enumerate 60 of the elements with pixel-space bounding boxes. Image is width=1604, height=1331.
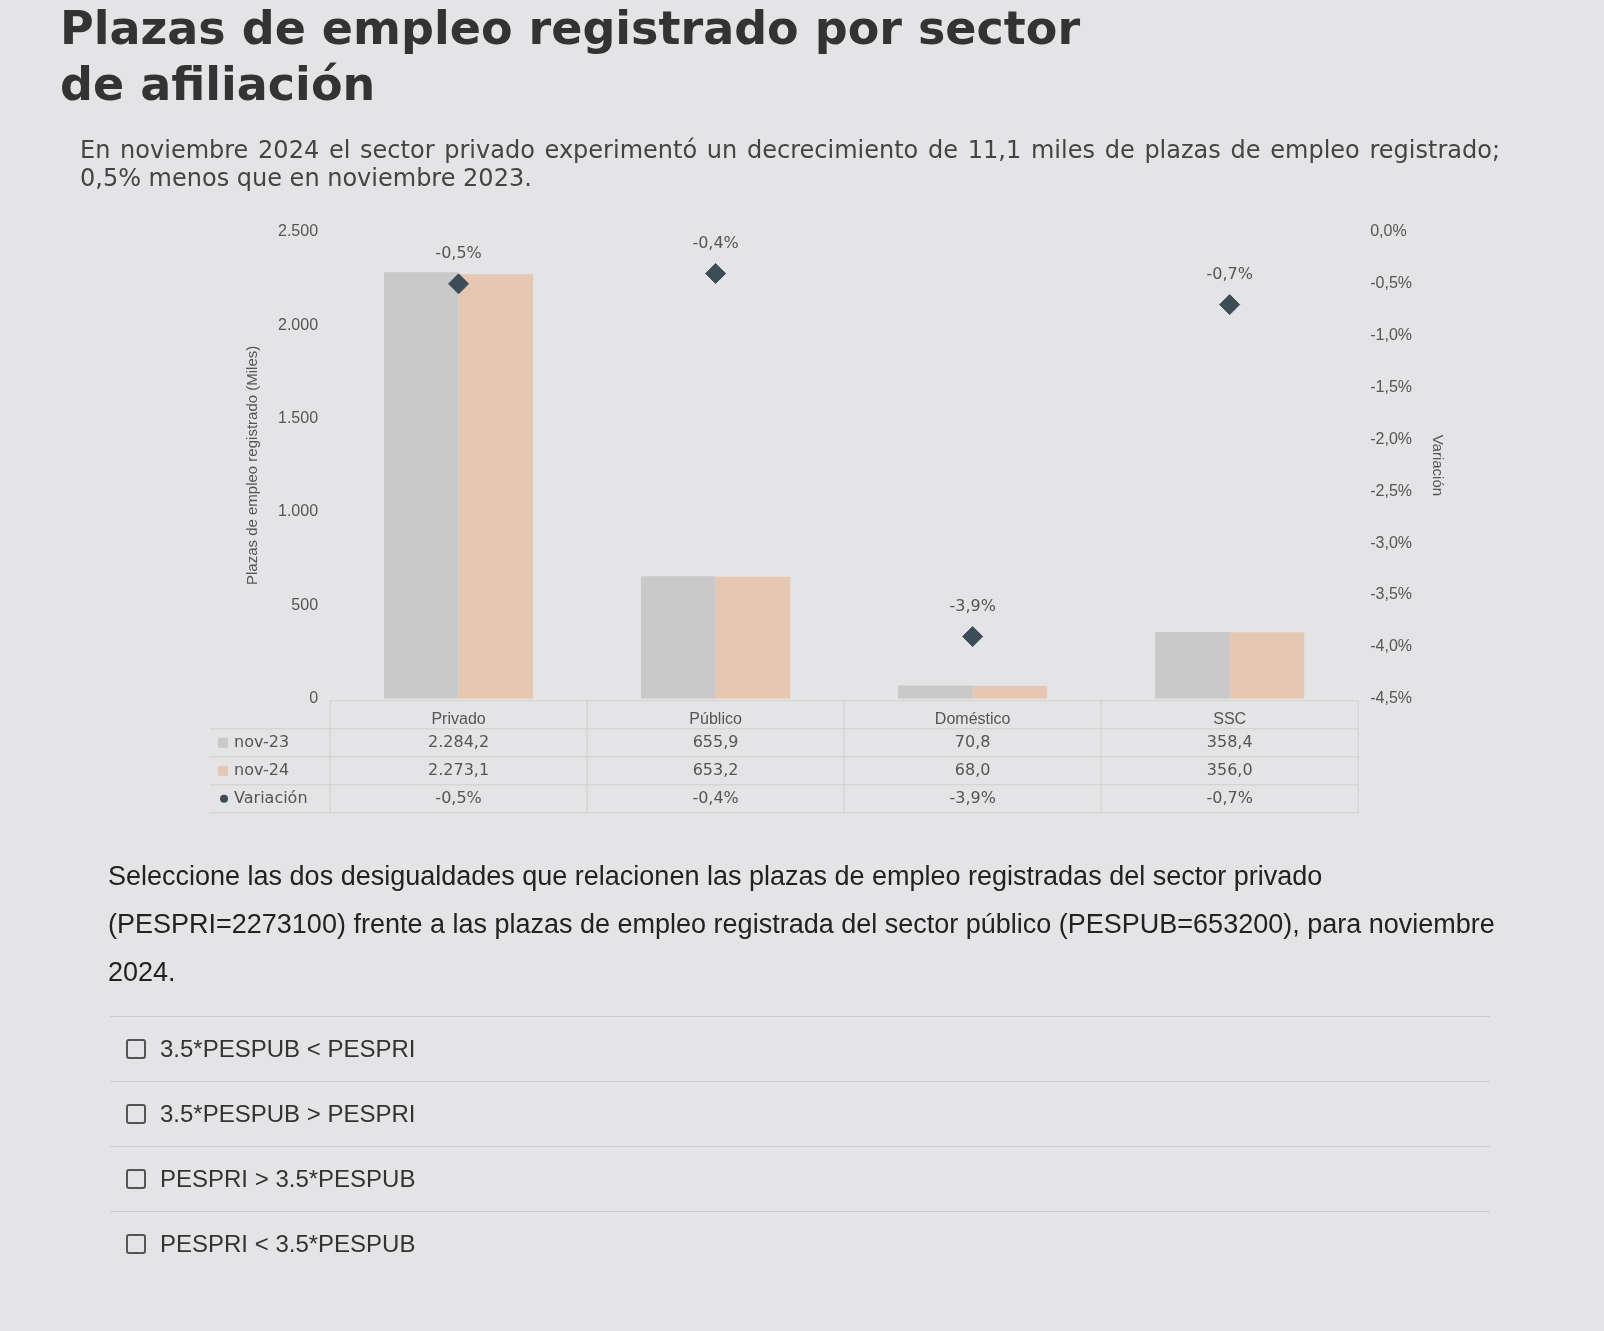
text: -0,5% [435,243,482,263]
chart-title: Plazas de empleo registrado por sector de afiliación [60,0,1082,112]
bar [1229,632,1305,699]
y2-tick-label: -3,0% [1370,533,1412,551]
y-tick-label: 1.500 [277,409,319,427]
data-label: 356,0 [1206,759,1253,779]
y2-tick-label: -2,5% [1370,481,1412,499]
point [705,262,727,284]
legend-label: Variación [234,787,308,807]
y2-tick-label: -0,5% [1370,274,1412,292]
bar [458,274,534,699]
x-tick-label: Público [689,709,742,727]
text: -0,4% [692,232,739,252]
data-label: -0,4% [692,787,739,807]
point [448,273,470,295]
y2-tick-label: -4,5% [1370,689,1412,707]
data-label: 653,2 [692,759,739,779]
y-tick-label: 1.000 [277,502,319,520]
y-tick-label: 2.500 [277,222,319,240]
point [1219,294,1241,316]
y-tick-label: 2.000 [277,315,319,333]
data-label: 2.273,1 [428,759,490,779]
y2-tick-label: -3,5% [1370,585,1412,603]
x-tick-label: Privado [431,709,486,727]
bar [641,576,716,699]
chart-subtitle: En noviembre 2024 el sector privado experimentó un decrecimiento de 11,1 miles de plazas de empleo registrado; 0,5% menos que en noviembre 2023. [80,136,1500,192]
x-tick-label: SSC [1213,709,1247,727]
data-label: 68,0 [954,759,991,779]
text: -3,9% [949,595,996,615]
data-label: -0,7% [1206,787,1253,807]
text: 3.5*PESPUB > PESPRI [160,1100,416,1128]
text: Seleccione las dos desigualdades que relacionen las plazas de empleo registradas del sector privado (PESPRI=2273100) frente a las plazas de empleo registrada del sector público (PESPUB=653200), para noviembre 2024. [108,860,1496,989]
data-label: 70,8 [954,731,991,751]
y-tick-label: 500 [291,595,319,613]
text: -0,7% [1206,263,1253,283]
data-label: 358,4 [1206,731,1253,751]
bar [384,272,459,699]
text: 3.5*PESPUB < PESPRI [160,1035,416,1063]
y-axis-title: Plazas de empleo registrado (Miles) [243,345,261,586]
data-label: 2.284,2 [428,731,490,751]
bar [898,685,973,699]
y2-tick-label: -1,0% [1370,326,1412,344]
text: PESPRI < 3.5*PESPUB [160,1230,416,1258]
bar [715,576,791,699]
text: PESPRI > 3.5*PESPUB [160,1165,416,1193]
y2-tick-label: 0,0% [1370,222,1407,240]
y2-tick-label: -4,0% [1370,637,1412,655]
data-label: -3,9% [949,787,996,807]
data-label: 655,9 [692,731,739,751]
y-tick-label: 0 [309,689,319,707]
y2-tick-label: -1,5% [1370,378,1412,396]
y2-axis-title: Variación [1429,434,1447,497]
data-label: -0,5% [435,787,482,807]
x-tick-label: Doméstico [934,709,1011,727]
bar [1155,631,1230,699]
point [962,626,984,648]
y2-tick-label: -2,0% [1370,429,1412,447]
legend-label: nov-24 [234,759,290,779]
bar [972,686,1048,699]
legend-label: nov-23 [234,731,290,751]
